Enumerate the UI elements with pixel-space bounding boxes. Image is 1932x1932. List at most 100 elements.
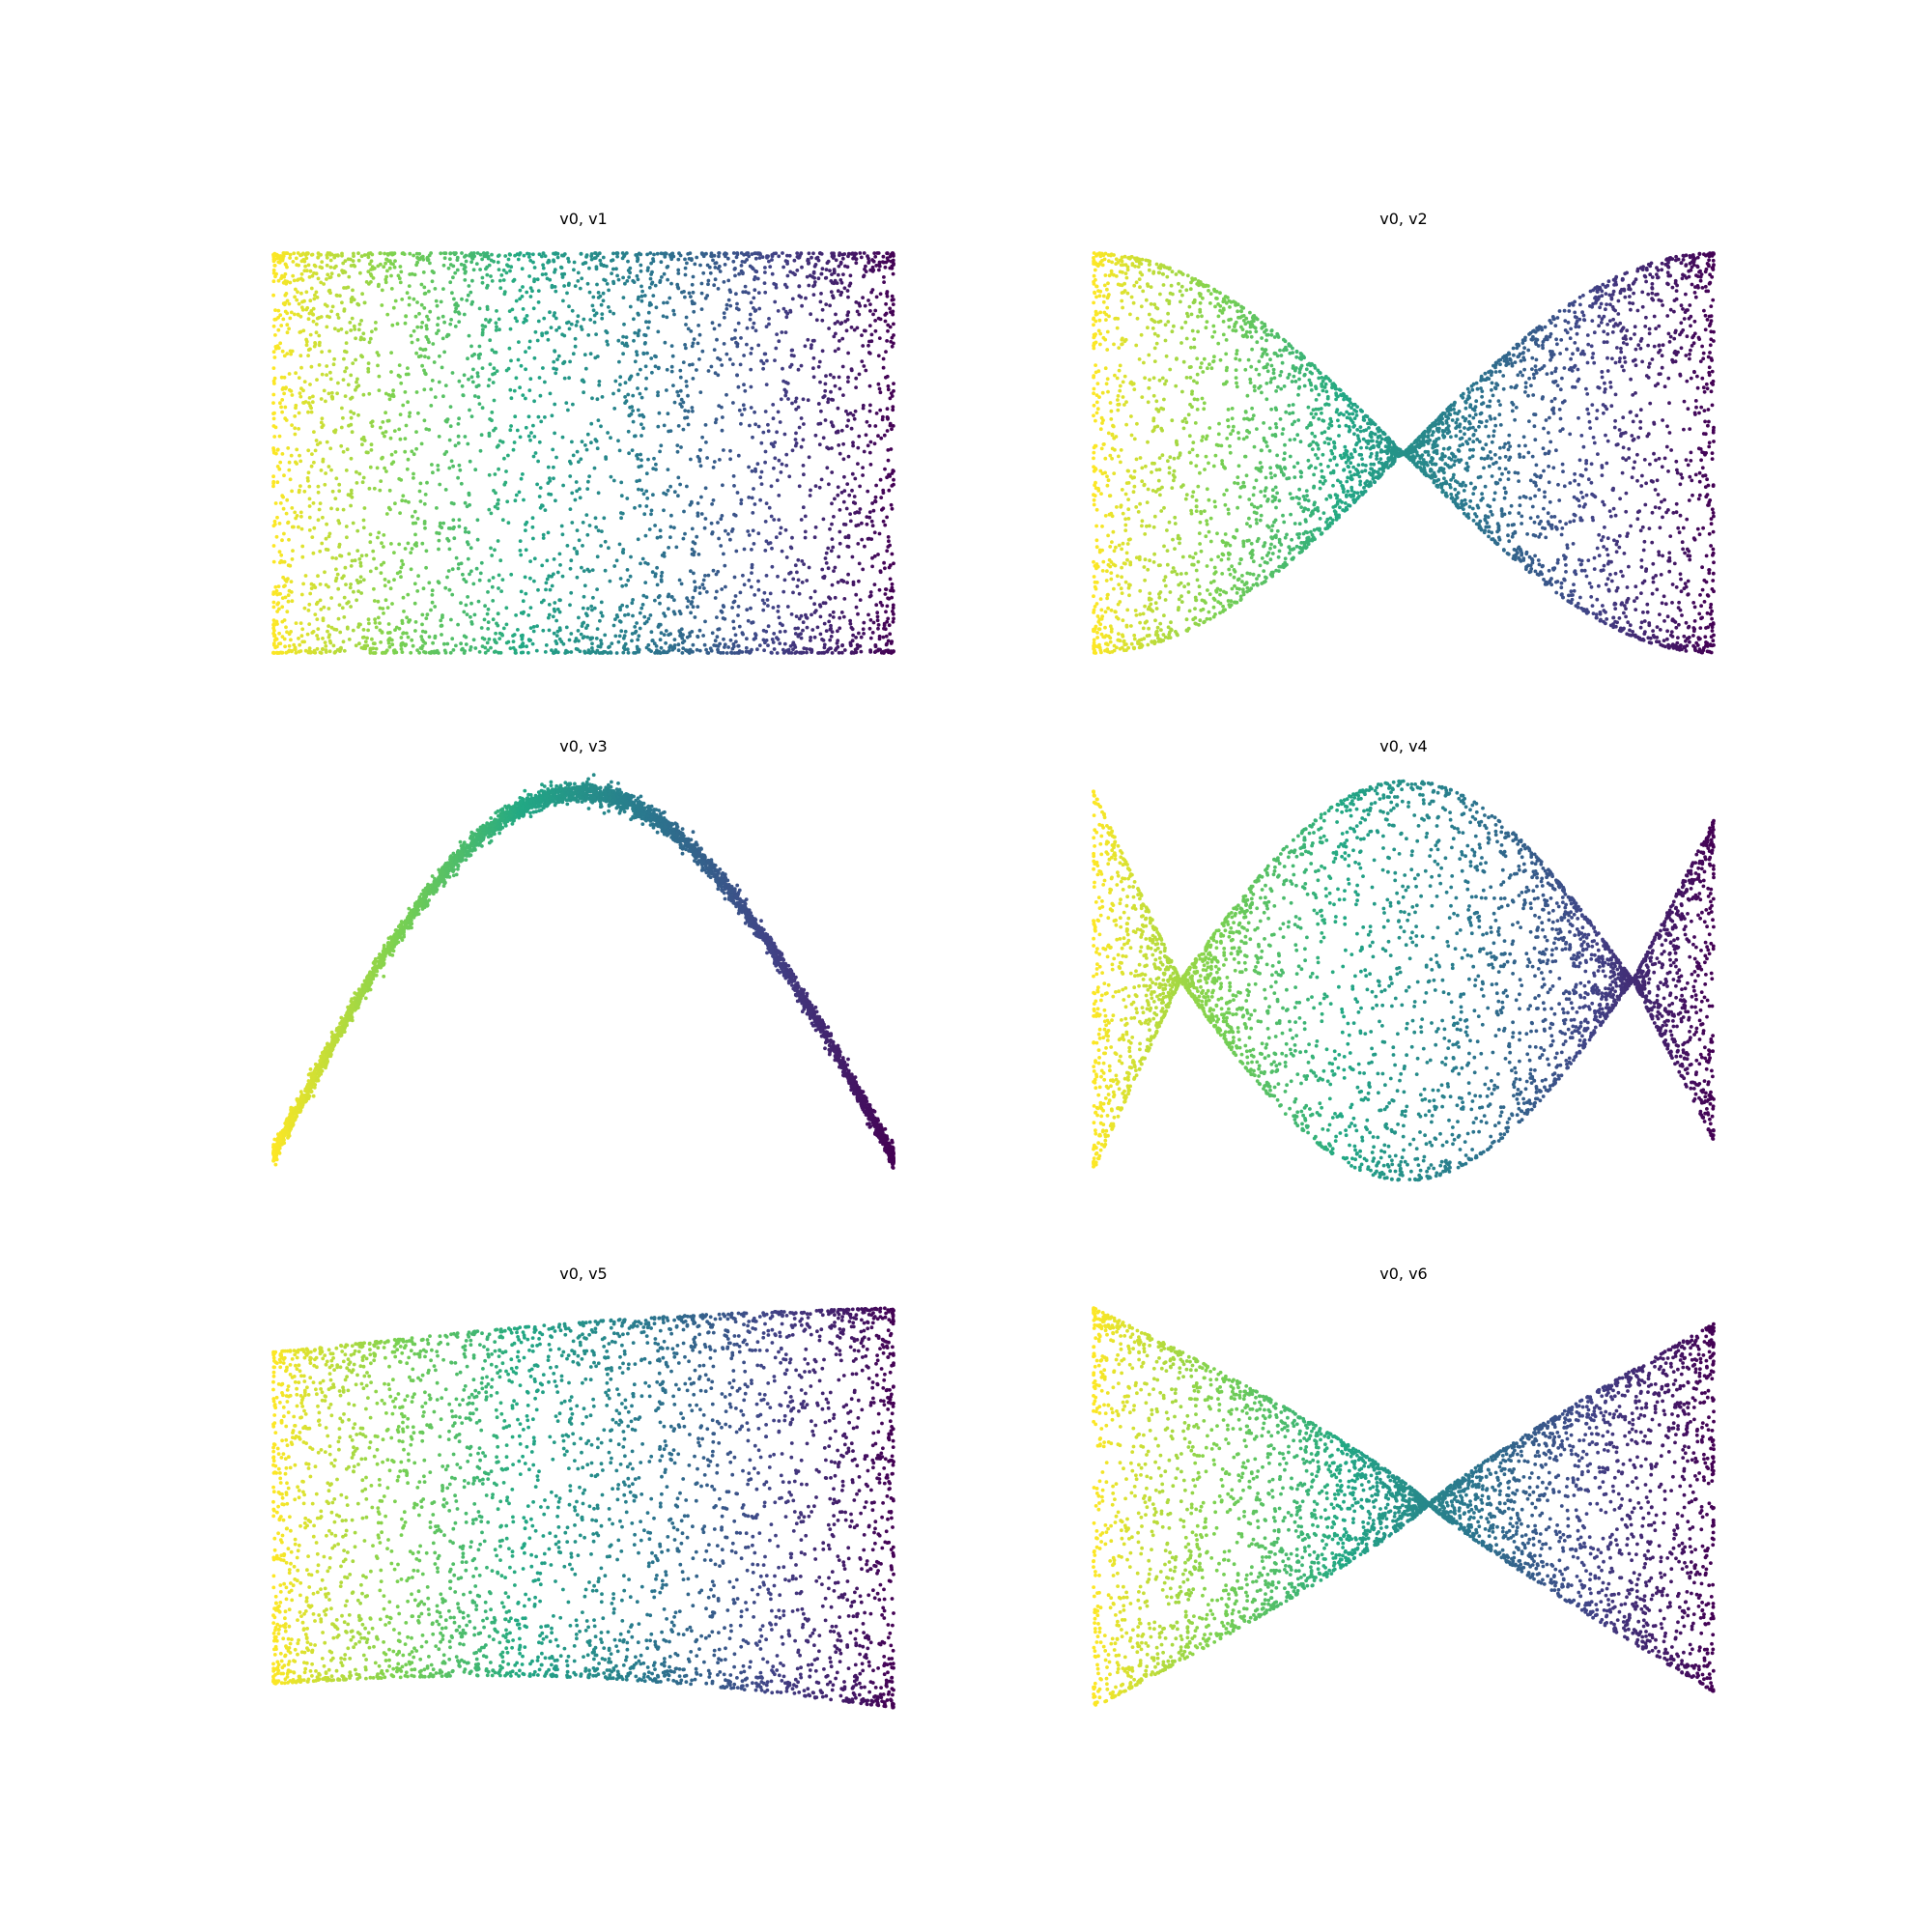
- scatter-point: [328, 265, 333, 270]
- scatter-point: [305, 632, 310, 637]
- scatter-point: [480, 280, 485, 285]
- scatter-point: [633, 434, 638, 439]
- scatter-point: [517, 490, 522, 495]
- scatter-point: [321, 515, 325, 520]
- scatter-point: [560, 574, 565, 579]
- scatter-point: [418, 481, 423, 486]
- scatter-point: [480, 406, 485, 411]
- scatter-point: [832, 270, 837, 275]
- scatter-point: [724, 392, 728, 397]
- scatter-point: [619, 480, 624, 485]
- scatter-point: [668, 255, 673, 259]
- scatter-point: [419, 302, 424, 307]
- scatter-point: [373, 641, 377, 646]
- scatter-point: [594, 439, 599, 443]
- scatter-point: [649, 272, 653, 276]
- scatter-point: [554, 455, 558, 460]
- scatter-point: [350, 316, 355, 321]
- scatter-point: [812, 589, 817, 594]
- scatter-point: [1291, 346, 1294, 351]
- scatter-point: [525, 520, 529, 525]
- scatter-point: [771, 606, 776, 610]
- scatter-point: [577, 460, 581, 464]
- scatter-point: [723, 315, 726, 320]
- scatter-point: [512, 633, 517, 637]
- scatter-point: [417, 489, 422, 494]
- scatter-point: [690, 552, 695, 556]
- scatter-point: [643, 581, 648, 584]
- scatter-point: [285, 311, 290, 316]
- scatter-point: [555, 650, 560, 655]
- scatter-point: [644, 595, 649, 600]
- scatter-point: [397, 363, 402, 367]
- scatter-point: [288, 349, 293, 354]
- scatter-point: [448, 251, 453, 256]
- scatter-point: [582, 635, 586, 639]
- scatter-point: [881, 635, 886, 639]
- scatter-point: [1181, 359, 1186, 364]
- scatter-point: [601, 291, 606, 296]
- scatter-point: [381, 455, 384, 460]
- scatter-point: [741, 632, 745, 637]
- scatter-point: [637, 295, 640, 299]
- scatter-point: [395, 322, 400, 327]
- scatter-point: [643, 386, 648, 391]
- scatter-point: [864, 264, 867, 269]
- scatter-point: [640, 556, 645, 561]
- scatter-point: [885, 339, 889, 343]
- scatter-point: [428, 309, 433, 314]
- scatter-point: [627, 377, 632, 382]
- scatter-point: [829, 279, 834, 283]
- scatter-point: [416, 574, 420, 579]
- scatter-point: [633, 359, 638, 364]
- scatter-point: [579, 251, 583, 256]
- scatter-point: [415, 260, 419, 265]
- scatter-point: [789, 348, 794, 353]
- scatter-point: [1165, 549, 1170, 553]
- scatter-point: [836, 580, 840, 584]
- scatter-point: [791, 647, 795, 652]
- scatter-point: [843, 319, 848, 324]
- scatter-point: [867, 510, 872, 514]
- scatter-point: [1254, 518, 1259, 522]
- scatter-point: [493, 472, 497, 476]
- scatter-point: [884, 301, 888, 306]
- scatter-point: [1608, 381, 1612, 384]
- scatter-point: [721, 483, 724, 488]
- scatter-point: [275, 515, 279, 520]
- scatter-point: [886, 415, 890, 420]
- scatter-point: [580, 565, 583, 570]
- scatter-point: [1170, 329, 1175, 334]
- scatter-point: [835, 281, 839, 285]
- scatter-point: [441, 287, 445, 291]
- scatter-point: [456, 434, 461, 439]
- scatter-point: [318, 501, 323, 505]
- scatter-point: [892, 322, 895, 327]
- scatter-point: [298, 354, 303, 358]
- scatter-point: [332, 650, 337, 655]
- scatter-point: [401, 251, 406, 255]
- scatter-point: [271, 559, 276, 564]
- scatter-point: [739, 336, 743, 340]
- scatter-point: [861, 473, 865, 477]
- scatter-point: [574, 480, 579, 484]
- scatter-point: [554, 371, 558, 376]
- scatter-point: [579, 457, 583, 462]
- scatter-point: [775, 651, 780, 655]
- scatter-point: [860, 359, 865, 363]
- scatter-point: [349, 582, 353, 586]
- scatter-point: [521, 307, 526, 311]
- scatter-point: [438, 521, 442, 526]
- scatter-point: [440, 633, 443, 637]
- scatter-point: [401, 562, 406, 567]
- scatter-point: [819, 292, 823, 296]
- scatter-point: [621, 296, 626, 299]
- scatter-point: [276, 346, 281, 351]
- scatter-point: [645, 269, 650, 272]
- scatter-point: [334, 293, 339, 298]
- scatter-point: [1259, 490, 1264, 494]
- scatter-point: [319, 608, 324, 611]
- scatter-point: [870, 524, 875, 528]
- scatter-point: [448, 526, 453, 530]
- scatter-point: [384, 280, 388, 285]
